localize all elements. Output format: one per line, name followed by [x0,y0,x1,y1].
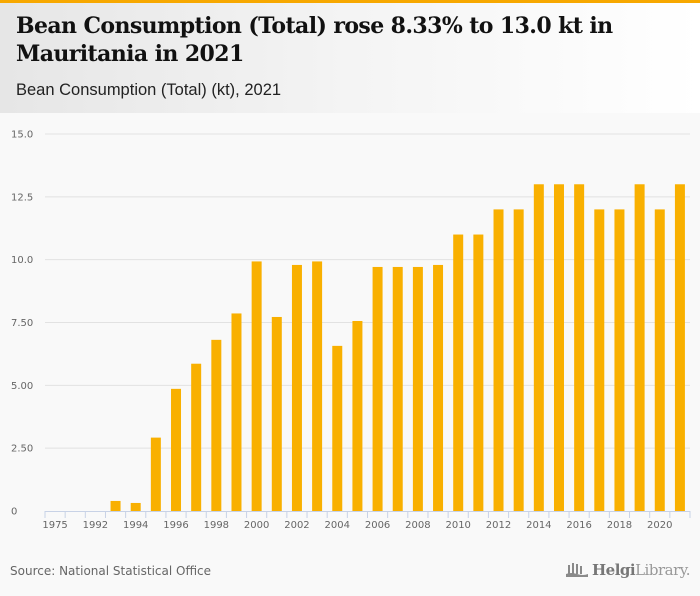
bar-2002 [291,264,302,511]
bar-2016 [574,184,585,511]
x-tick-label: 1996 [163,520,188,531]
bar-2019 [634,184,645,511]
x-tick-label: 2010 [445,520,470,531]
gridlines [45,133,690,449]
x-tick-label: 2012 [486,520,511,531]
y-axis-labels: 0 2.50 5.00 7.50 10.0 12.5 15.0 [11,130,33,518]
y-tick-label: 0 [11,507,17,518]
y-tick-label: 10.0 [11,255,33,266]
x-tick-label: 2006 [365,520,390,531]
y-tick-label: 5.00 [11,381,33,392]
bar-2011 [473,234,484,511]
x-tick-label: 2020 [647,520,672,531]
x-tick-label: 2014 [526,520,551,531]
bar-2007 [392,266,403,511]
bar-2014 [533,184,544,511]
bar-2021 [674,184,685,511]
accent-bar [0,0,700,3]
x-tick-label: 2016 [566,520,591,531]
bar-2008 [412,266,423,511]
x-tick-label: 2008 [405,520,430,531]
x-tick-label: 1992 [83,520,108,531]
bars [110,184,685,511]
chart-title: Bean Consumption (Total) rose 8.33% to 1… [16,13,613,67]
bar-2004 [332,345,343,511]
helgi-library-logo[interactable]: Helgi Library. [565,561,690,579]
bar-2018 [614,209,625,511]
chart-header: Bean Consumption (Total) rose 8.33% to 1… [0,3,700,113]
y-tick-label: 12.5 [11,192,33,203]
x-tick-label: 1998 [204,520,229,531]
x-tick-label: 2000 [244,520,269,531]
bar-2017 [594,209,605,511]
chart-subtitle: Bean Consumption (Total) (kt), 2021 [16,81,282,99]
library-building-icon [565,563,588,577]
bar-2010 [453,234,464,511]
x-tick-label: 1994 [123,520,148,531]
bar-1993 [110,500,121,511]
bar-1994 [130,502,141,511]
logo-text-light: Library. [635,561,690,579]
y-tick-label: 7.50 [11,318,33,329]
bar-2020 [654,209,665,511]
bar-1999 [231,313,242,511]
x-tick-label: 2004 [325,520,350,531]
bar-1995 [150,437,161,511]
bar-2000 [251,261,262,511]
bar-1996 [171,388,182,511]
source-note: Source: National Statistical Office [10,564,212,578]
bar-1998 [211,339,222,511]
bar-2003 [312,261,323,511]
bar-2012 [493,209,504,511]
y-tick-label: 2.50 [11,444,33,455]
bar-2015 [553,184,564,511]
bar-2006 [372,266,383,511]
bar-2009 [433,264,444,511]
y-tick-label: 15.0 [11,130,33,141]
logo-text-bold: Helgi [591,561,636,579]
bar-2001 [271,316,282,511]
bar-2013 [513,209,524,511]
x-axis: 1975 1992 1994 1996 1998 2000 2002 2004 2006 2008… [42,511,691,531]
x-tick-label: 1975 [42,520,67,531]
bar-2005 [352,320,363,511]
x-tick-label: 2018 [607,520,632,531]
x-tick-label: 2002 [284,520,309,531]
bar-1997 [191,363,202,511]
